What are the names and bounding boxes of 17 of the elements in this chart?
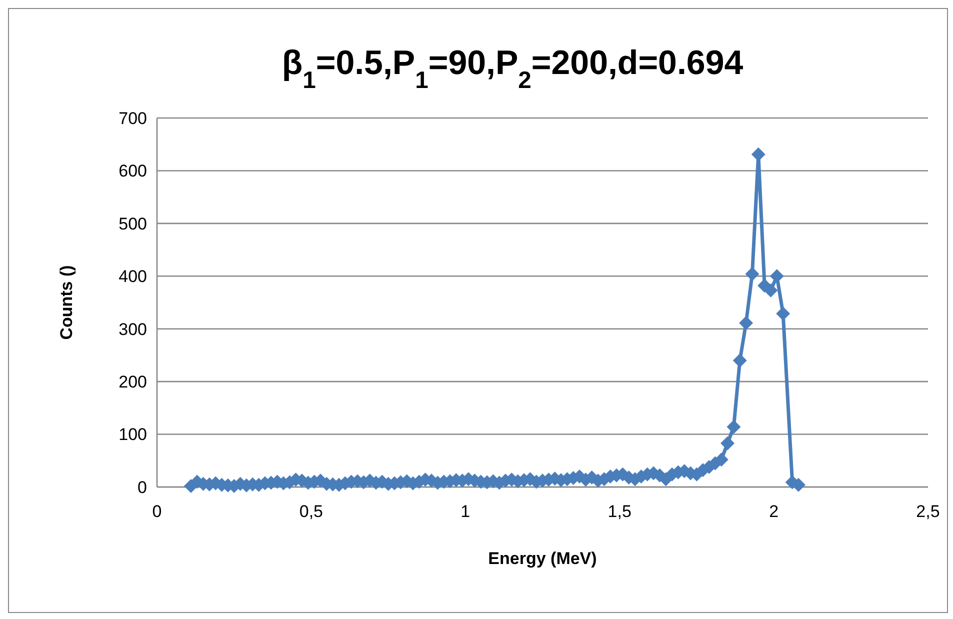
- y-tick-label: 100: [118, 425, 147, 444]
- y-tick-label: 400: [118, 267, 147, 286]
- y-tick-label: 300: [118, 320, 147, 339]
- x-tick-label: 0: [152, 502, 162, 521]
- x-tick-label: 1,5: [608, 502, 632, 521]
- x-tick-label: 0,5: [299, 502, 324, 521]
- x-tick-label: 2,5: [916, 502, 940, 521]
- x-axis-title: Energy (MeV): [488, 549, 597, 568]
- x-tick-label: 2: [769, 502, 779, 521]
- y-tick-label: 600: [118, 162, 147, 181]
- y-axis-title: Counts (): [57, 265, 76, 340]
- y-tick-label: 500: [118, 214, 147, 234]
- chart-title: β$_{1}$=0.5,P$_{1}$=90,P$_{2}$=200,d=0.694: [282, 44, 744, 94]
- y-tick-label: 200: [118, 372, 147, 392]
- y-tick-label: 700: [118, 108, 147, 128]
- y-tick-label: 0: [138, 478, 147, 497]
- x-tick-label: 1: [460, 502, 470, 521]
